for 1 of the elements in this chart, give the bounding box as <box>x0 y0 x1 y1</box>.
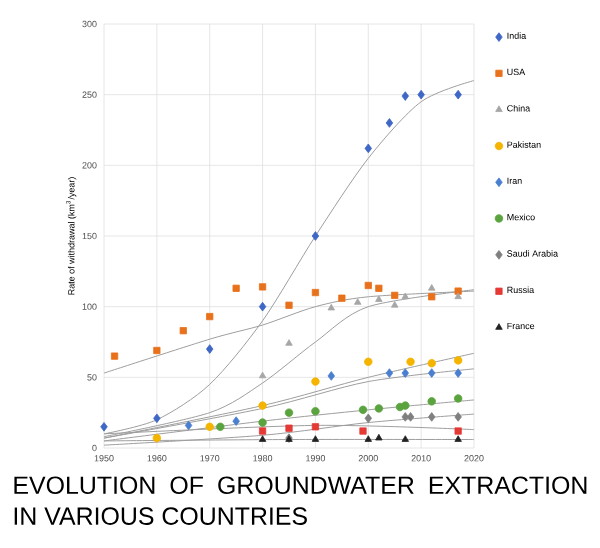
text: EVOLUTION OF GROUNDWATER EXTRACTION IN VARIOUS COUNTRIES <box>14 476 587 525</box>
